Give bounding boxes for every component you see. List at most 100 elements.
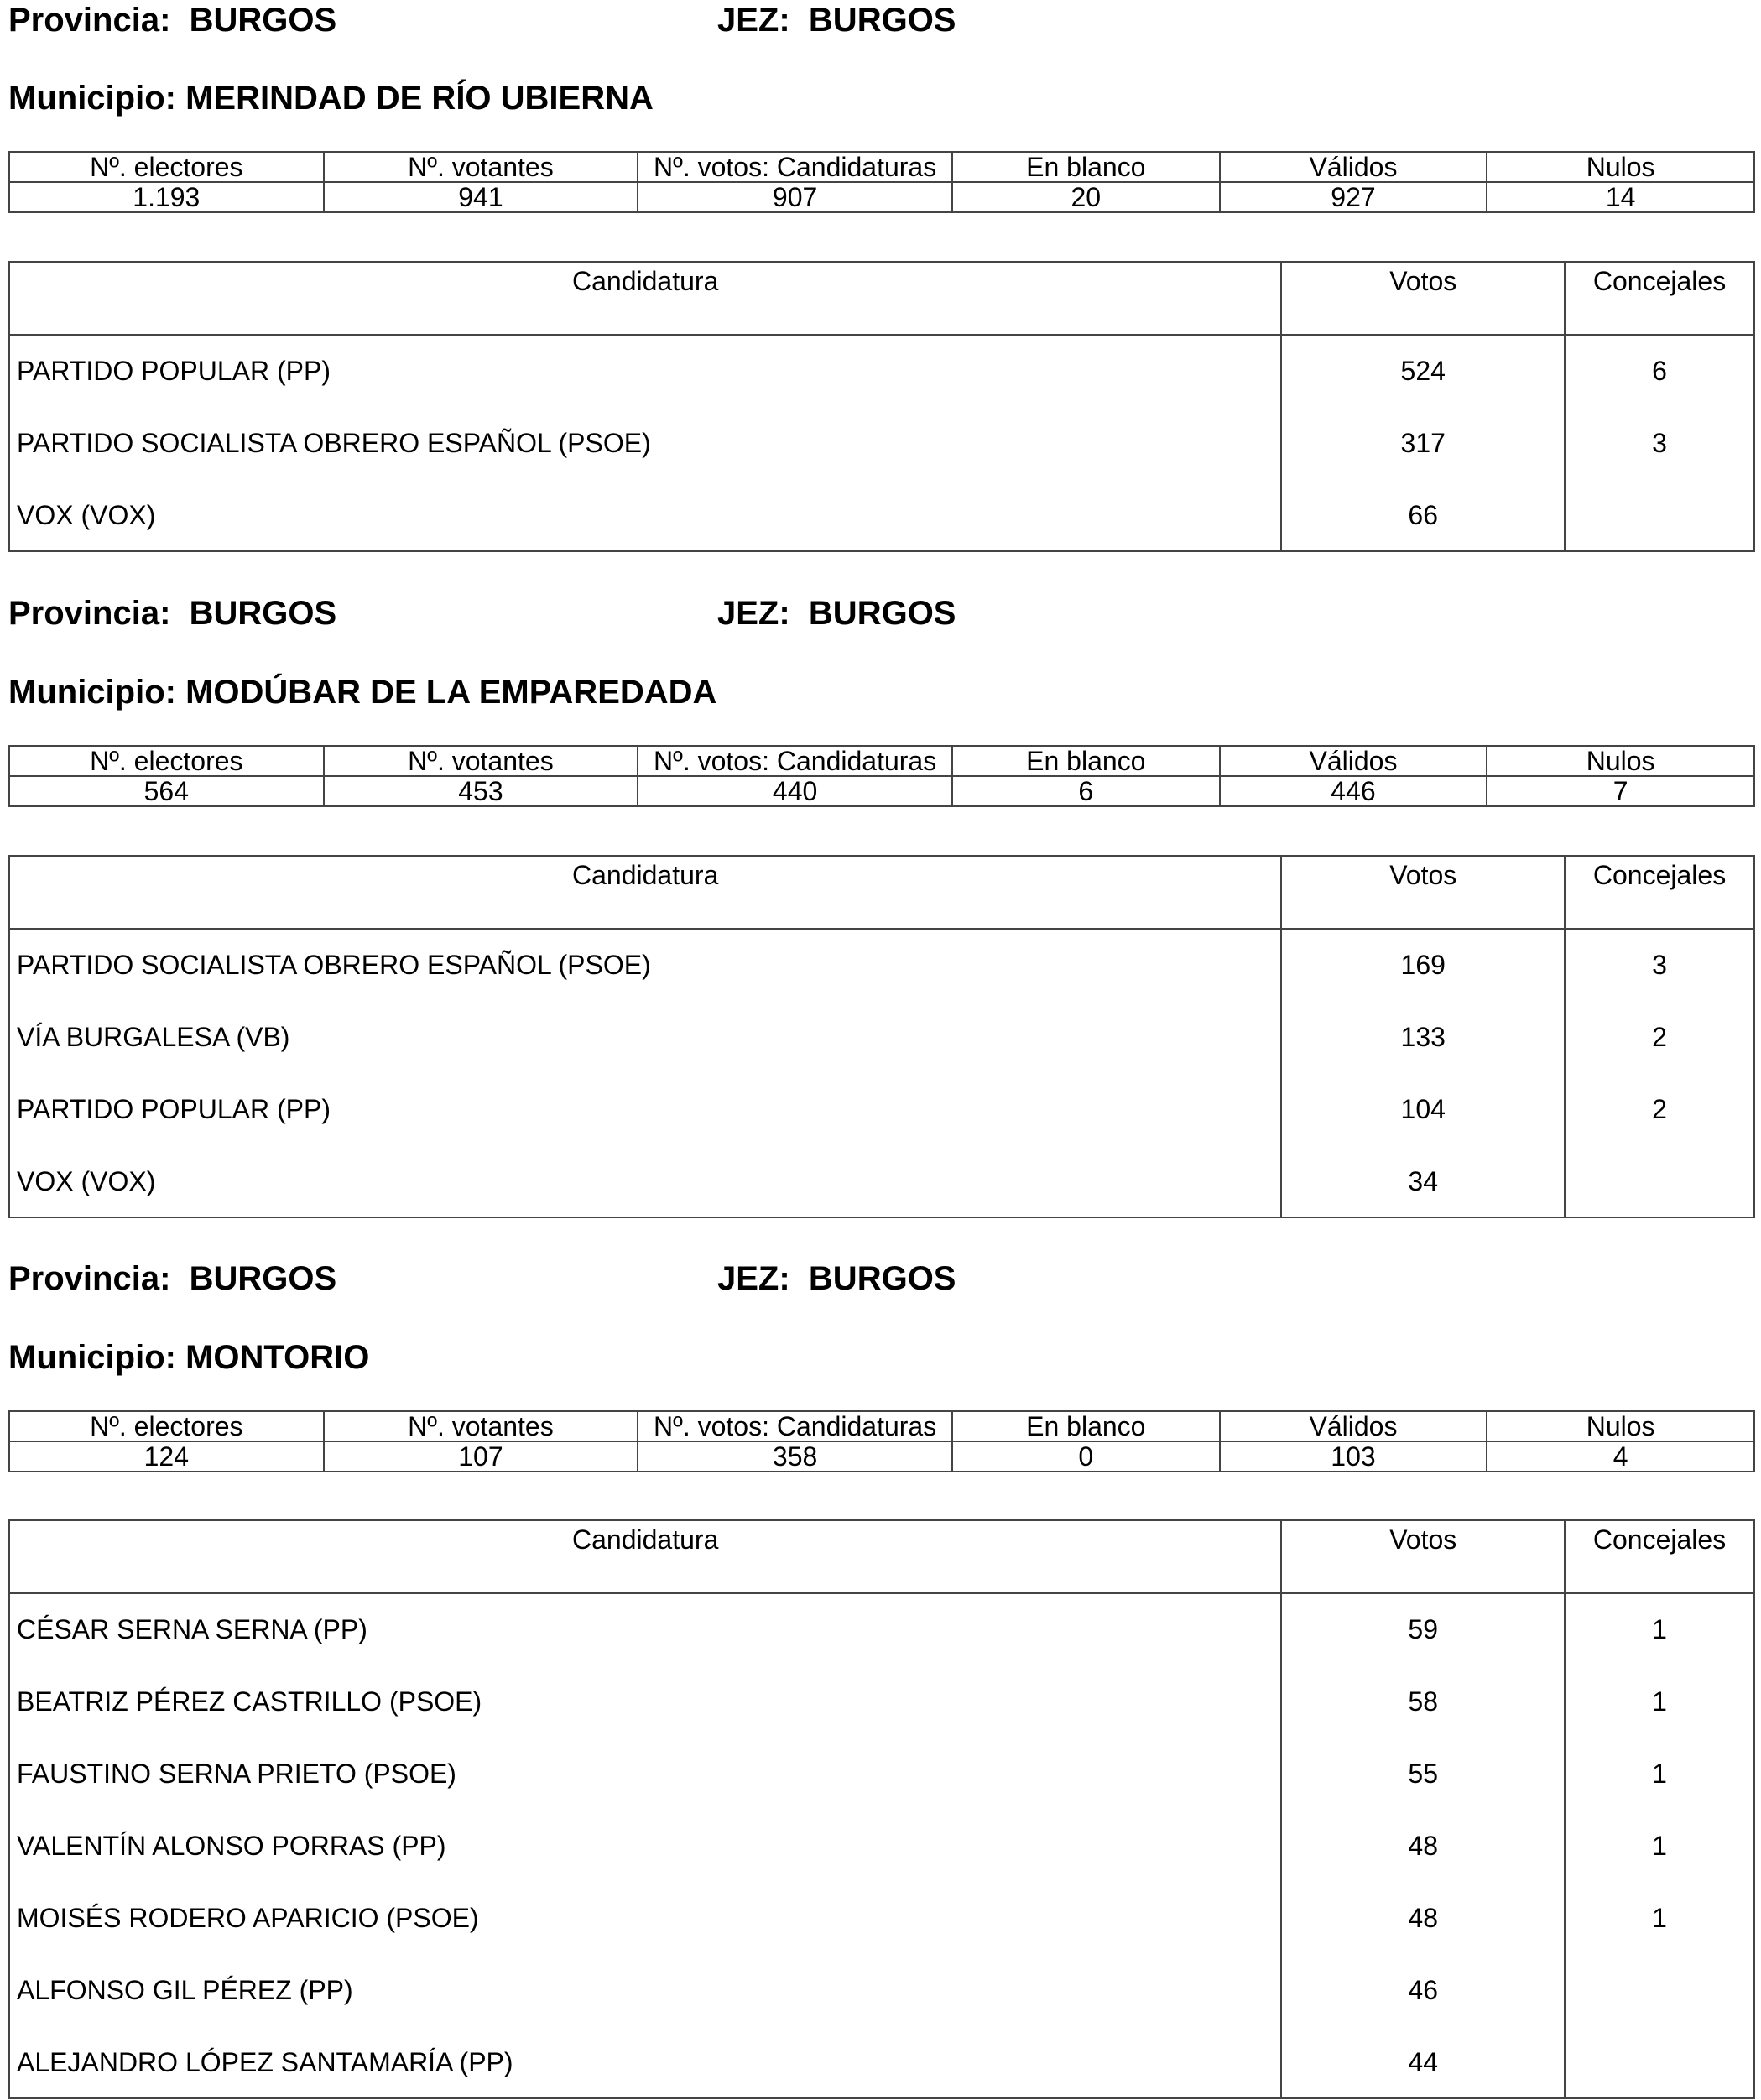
candidates-table: Candidatura Votos Concejales CÉSAR SERNA… — [8, 1519, 1755, 2099]
municipio-heading: Municipio: MODÚBAR DE LA EMPAREDADA — [8, 672, 716, 712]
candidate-concejales: 1 — [1564, 1592, 1755, 1665]
header-votos: Votos — [1280, 1519, 1566, 1594]
provincia-value: BURGOS — [189, 2, 337, 39]
candidate-votos: 58 — [1280, 1665, 1566, 1738]
candidate-concejales: 6 — [1564, 334, 1755, 407]
header-concejales: Concejales — [1564, 1519, 1755, 1594]
stats-header-en-blanco: En blanco — [951, 1410, 1221, 1442]
stats-table: Nº. electores Nº. votantes Nº. votos: Ca… — [8, 151, 1755, 213]
stats-header-electores: Nº. electores — [8, 745, 325, 777]
stats-header-row: Nº. electores Nº. votantes Nº. votos: Ca… — [8, 745, 1755, 777]
candidate-concejales — [1564, 1953, 1755, 2026]
stats-header-row: Nº. electores Nº. votantes Nº. votos: Ca… — [8, 1410, 1755, 1442]
candidates-table: Candidatura Votos Concejales PARTIDO SOC… — [8, 855, 1755, 1218]
stats-electores: 124 — [8, 1441, 325, 1472]
stats-en-blanco: 6 — [951, 775, 1221, 807]
candidate-row: MOISÉS RODERO APARICIO (PSOE) 48 1 — [8, 1881, 1755, 1954]
candidate-votos: 34 — [1280, 1144, 1566, 1218]
stats-validos: 927 — [1218, 181, 1488, 213]
candidate-name: VOX (VOX) — [8, 478, 1283, 552]
candidate-concejales: 1 — [1564, 1881, 1755, 1954]
stats-votos-candidaturas: 358 — [637, 1441, 953, 1472]
jez-heading: JEZ: BURGOS — [717, 0, 956, 40]
candidate-row: FAUSTINO SERNA PRIETO (PSOE) 55 1 — [8, 1737, 1755, 1810]
stats-table: Nº. electores Nº. votantes Nº. votos: Ca… — [8, 745, 1755, 807]
stats-en-blanco: 0 — [951, 1441, 1221, 1472]
stats-nulos: 14 — [1486, 181, 1755, 213]
candidate-votos: 169 — [1280, 928, 1566, 1001]
candidate-row: VALENTÍN ALONSO PORRAS (PP) 48 1 — [8, 1809, 1755, 1882]
stats-header-nulos: Nulos — [1486, 745, 1755, 777]
candidate-row: PARTIDO SOCIALISTA OBRERO ESPAÑOL (PSOE)… — [8, 406, 1755, 479]
stats-header-validos: Válidos — [1218, 1410, 1488, 1442]
stats-nulos: 4 — [1486, 1441, 1755, 1472]
candidate-concejales — [1564, 2025, 1755, 2099]
candidate-name: PARTIDO SOCIALISTA OBRERO ESPAÑOL (PSOE) — [8, 406, 1283, 479]
candidate-votos: 104 — [1280, 1072, 1566, 1145]
candidate-row: CÉSAR SERNA SERNA (PP) 59 1 — [8, 1592, 1755, 1665]
candidate-concejales: 1 — [1564, 1737, 1755, 1810]
municipio-label: Municipio: — [8, 80, 176, 117]
candidate-row: PARTIDO POPULAR (PP) 104 2 — [8, 1072, 1755, 1145]
candidate-name: MOISÉS RODERO APARICIO (PSOE) — [8, 1881, 1283, 1954]
stats-validos: 103 — [1218, 1441, 1488, 1472]
candidate-concejales: 1 — [1564, 1809, 1755, 1882]
stats-electores: 564 — [8, 775, 325, 807]
municipio-value: MERINDAD DE RÍO UBIERNA — [185, 80, 654, 117]
candidates-table: Candidatura Votos Concejales PARTIDO POP… — [8, 261, 1755, 552]
jez-value: BURGOS — [808, 1260, 956, 1297]
jez-label: JEZ: — [717, 595, 790, 632]
candidate-row: VOX (VOX) 66 — [8, 478, 1755, 552]
candidates-header-row: Candidatura Votos Concejales — [8, 261, 1755, 336]
candidate-name: VÍA BURGALESA (VB) — [8, 1000, 1283, 1073]
provincia-value: BURGOS — [189, 595, 337, 632]
candidate-concejales: 3 — [1564, 928, 1755, 1001]
candidate-concejales: 2 — [1564, 1072, 1755, 1145]
candidate-row: VÍA BURGALESA (VB) 133 2 — [8, 1000, 1755, 1073]
stats-votantes: 453 — [322, 775, 639, 807]
candidate-name: PARTIDO SOCIALISTA OBRERO ESPAÑOL (PSOE) — [8, 928, 1283, 1001]
candidate-votos: 55 — [1280, 1737, 1566, 1810]
candidate-name: FAUSTINO SERNA PRIETO (PSOE) — [8, 1737, 1283, 1810]
candidate-row: PARTIDO POPULAR (PP) 524 6 — [8, 334, 1755, 407]
stats-votos-candidaturas: 907 — [637, 181, 953, 213]
candidate-name: CÉSAR SERNA SERNA (PP) — [8, 1592, 1283, 1665]
municipio-label: Municipio: — [8, 1339, 176, 1376]
stats-header-votos-candidaturas: Nº. votos: Candidaturas — [637, 1410, 953, 1442]
header-candidatura: Candidatura — [8, 855, 1283, 930]
stats-value-row: 124 107 358 0 103 4 — [8, 1441, 1755, 1472]
stats-validos: 446 — [1218, 775, 1488, 807]
stats-header-electores: Nº. electores — [8, 151, 325, 183]
provincia-label: Provincia: — [8, 595, 171, 632]
candidate-votos: 133 — [1280, 1000, 1566, 1073]
stats-header-validos: Válidos — [1218, 151, 1488, 183]
stats-header-en-blanco: En blanco — [951, 745, 1221, 777]
candidate-row: ALFONSO GIL PÉREZ (PP) 46 — [8, 1953, 1755, 2026]
candidate-concejales — [1564, 1144, 1755, 1218]
provincia-heading: Provincia: BURGOS — [8, 593, 336, 633]
stats-votantes: 941 — [322, 181, 639, 213]
candidate-votos: 317 — [1280, 406, 1566, 479]
candidate-name: PARTIDO POPULAR (PP) — [8, 1072, 1283, 1145]
stats-votos-candidaturas: 440 — [637, 775, 953, 807]
candidate-name: VALENTÍN ALONSO PORRAS (PP) — [8, 1809, 1283, 1882]
candidate-votos: 48 — [1280, 1809, 1566, 1882]
stats-value-row: 564 453 440 6 446 7 — [8, 775, 1755, 807]
candidate-votos: 44 — [1280, 2025, 1566, 2099]
stats-header-votantes: Nº. votantes — [322, 745, 639, 777]
municipio-label: Municipio: — [8, 674, 176, 711]
candidate-concejales — [1564, 478, 1755, 552]
candidates-header-row: Candidatura Votos Concejales — [8, 855, 1755, 930]
candidate-name: VOX (VOX) — [8, 1144, 1283, 1218]
stats-electores: 1.193 — [8, 181, 325, 213]
stats-header-en-blanco: En blanco — [951, 151, 1221, 183]
stats-header-votantes: Nº. votantes — [322, 1410, 639, 1442]
header-concejales: Concejales — [1564, 261, 1755, 336]
jez-heading: JEZ: BURGOS — [717, 1258, 956, 1299]
stats-header-nulos: Nulos — [1486, 151, 1755, 183]
provincia-heading: Provincia: BURGOS — [8, 0, 336, 40]
header-votos: Votos — [1280, 261, 1566, 336]
candidate-row: VOX (VOX) 34 — [8, 1144, 1755, 1218]
municipio-value: MODÚBAR DE LA EMPAREDADA — [185, 674, 717, 711]
header-candidatura: Candidatura — [8, 1519, 1283, 1594]
